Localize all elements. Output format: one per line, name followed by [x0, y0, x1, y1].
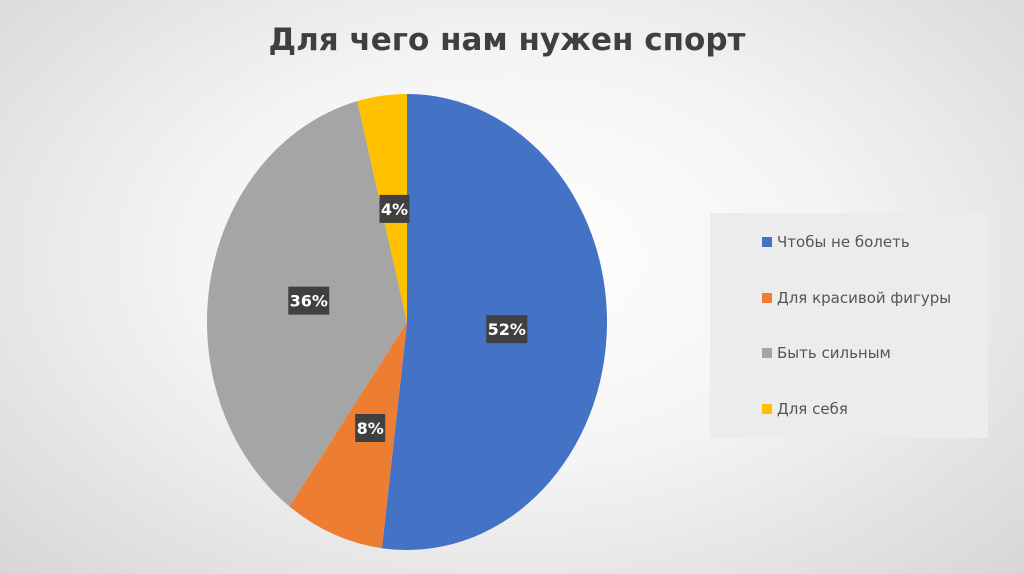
- data-label-text: 36%: [290, 292, 328, 311]
- data-label: 8%: [355, 413, 386, 442]
- legend-label: Быть сильным: [777, 344, 891, 362]
- legend-item: Быть сильным: [762, 344, 891, 362]
- legend-label: Для себя: [777, 400, 848, 418]
- legend-swatch: [762, 237, 772, 247]
- chart-title: Для чего нам нужен спорт: [268, 22, 746, 58]
- data-label-box: [379, 194, 410, 223]
- legend-swatch: [762, 404, 772, 414]
- data-label: 4%: [379, 194, 410, 223]
- legend-item: Чтобы не болеть: [762, 233, 910, 251]
- legend-item: Для себя: [762, 400, 848, 418]
- legend-label: Чтобы не болеть: [777, 233, 910, 251]
- data-label-box: [355, 413, 386, 442]
- data-label-text: 8%: [357, 419, 384, 438]
- pie-slice: [289, 322, 407, 549]
- data-label-text: 52%: [488, 320, 526, 339]
- legend-swatch: [762, 293, 772, 303]
- data-label: 36%: [288, 286, 330, 315]
- data-label: 52%: [486, 315, 528, 344]
- data-label-box: [288, 286, 330, 315]
- data-label-box: [486, 315, 528, 344]
- data-label-text: 4%: [381, 200, 408, 219]
- legend-item: Для красивой фигуры: [762, 289, 951, 307]
- legend: Чтобы не болеть Для красивой фигуры Быть…: [710, 213, 988, 438]
- legend-label: Для красивой фигуры: [777, 289, 952, 307]
- legend-swatch: [762, 348, 772, 358]
